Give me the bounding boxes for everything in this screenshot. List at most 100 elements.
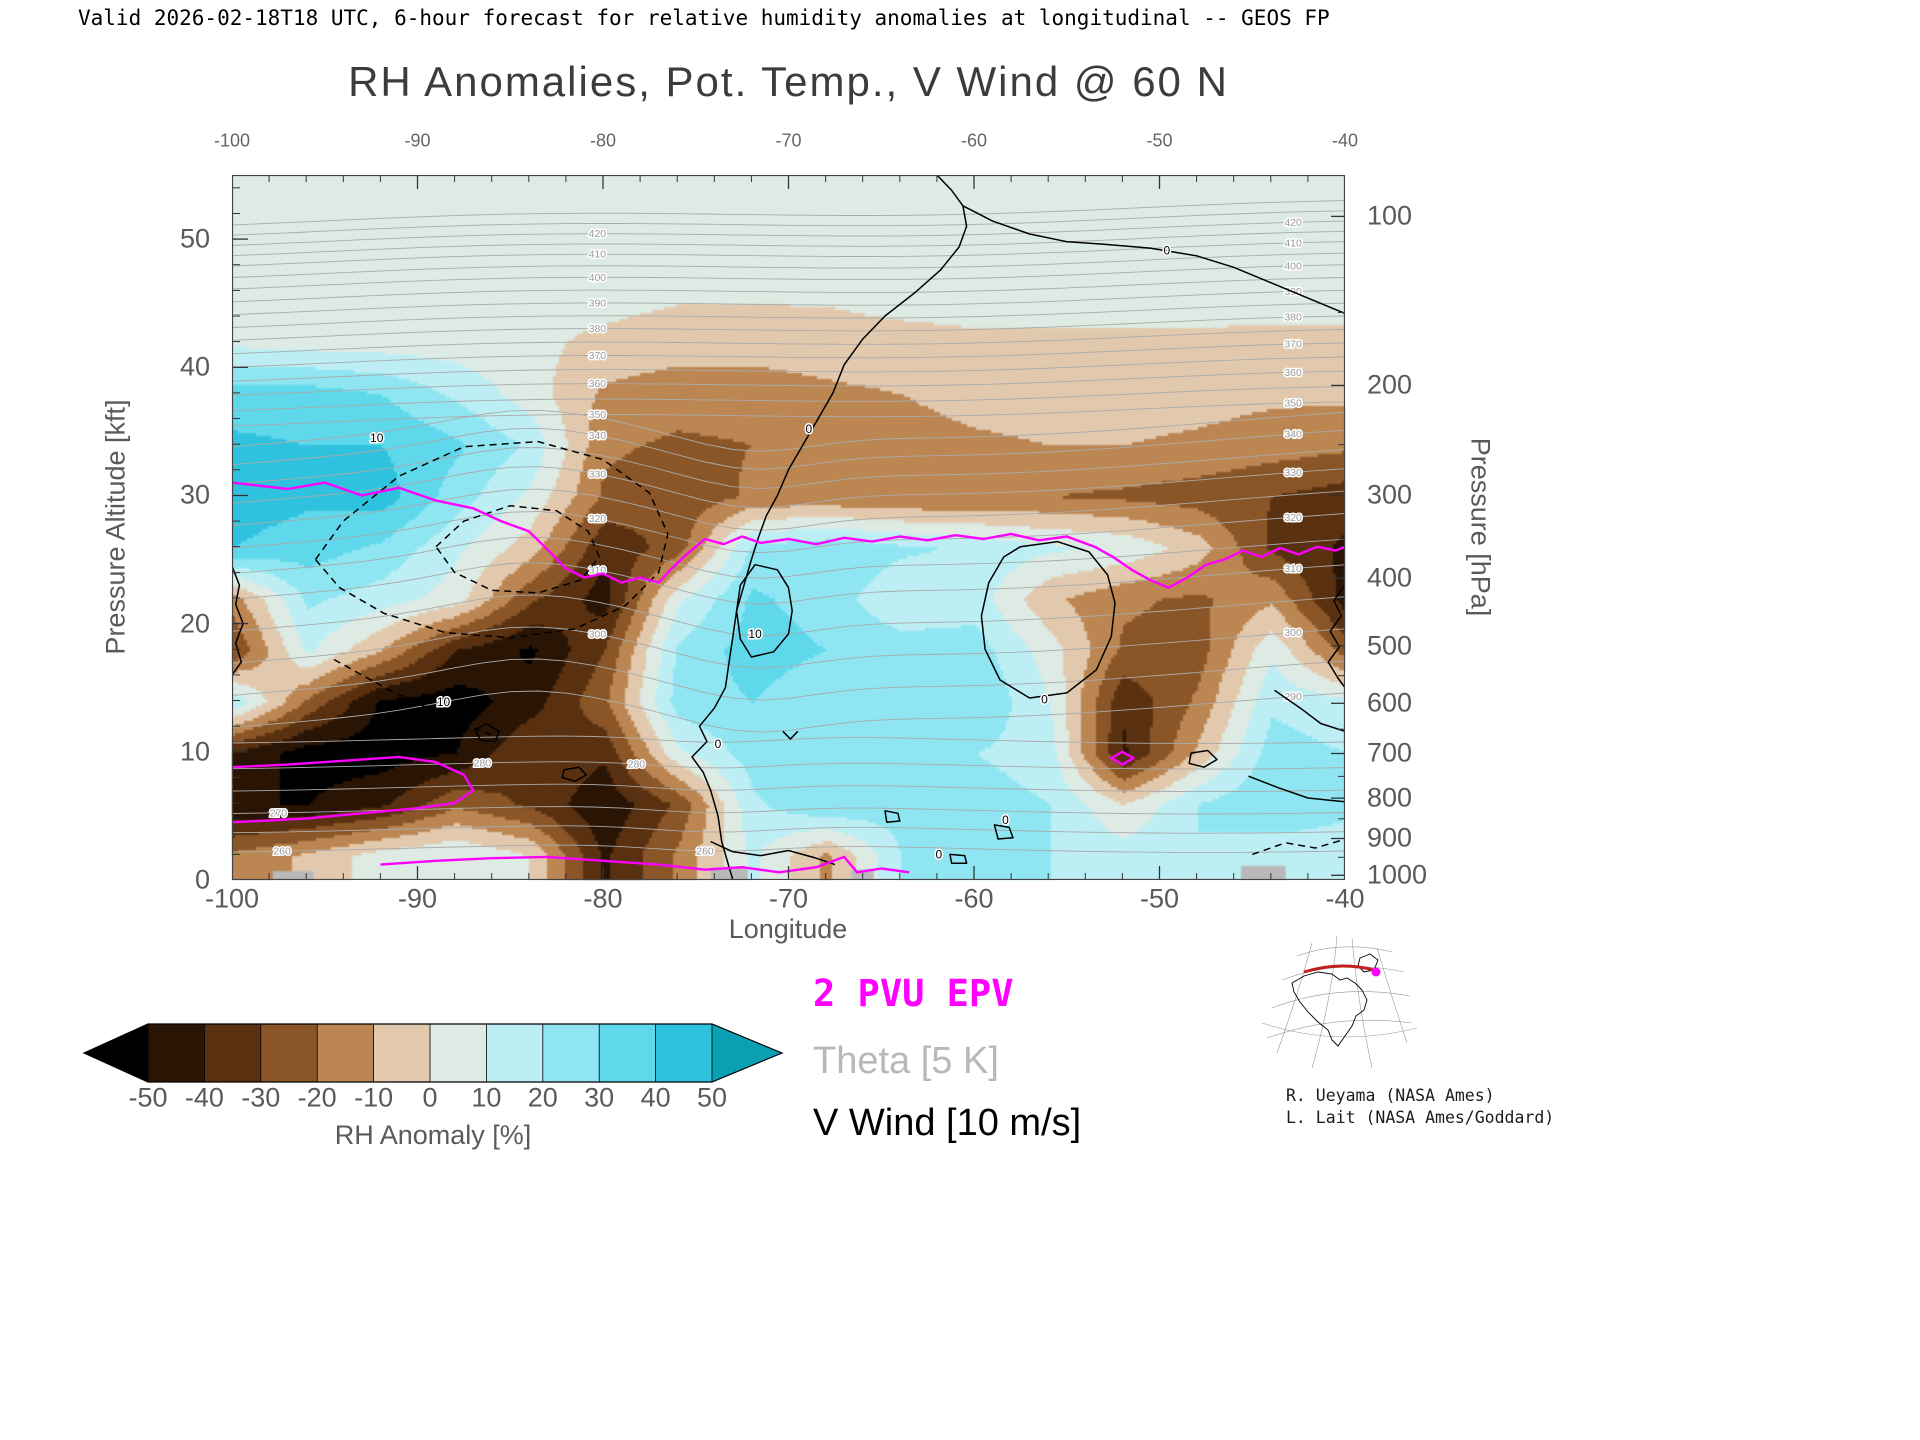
colorbar-tick-label: 10	[471, 1082, 502, 1113]
x-tick-label: -100	[204, 883, 260, 914]
x-top-tick-label: -70	[775, 130, 802, 151]
svg-text:330: 330	[589, 468, 607, 480]
colorbar	[82, 1023, 784, 1083]
graticule	[1261, 935, 1418, 1069]
svg-text:370: 370	[1284, 339, 1302, 351]
svg-text:10: 10	[437, 695, 451, 709]
colorbar-tick-label: -20	[297, 1082, 337, 1113]
colorbar-label: RH Anomaly [%]	[334, 1120, 532, 1150]
svg-text:420: 420	[1284, 217, 1302, 229]
pressure-tick-label: 500	[1367, 630, 1413, 661]
svg-text:400: 400	[1284, 260, 1302, 272]
svg-text:0: 0	[1041, 692, 1048, 706]
colorbar-tick-label: -30	[241, 1082, 281, 1113]
svg-text:300: 300	[589, 629, 607, 641]
inset-globe-map	[1261, 935, 1418, 1069]
right-axis-title: Pressure [hPa]	[1465, 437, 1496, 617]
svg-text:310: 310	[1284, 563, 1302, 575]
svg-text:0: 0	[935, 847, 942, 861]
x-tick-label: -80	[583, 883, 623, 914]
svg-text:320: 320	[589, 513, 607, 525]
contour-overlay: 300 310 320 330 340 350 360 370 380 390 400 410 420 2…	[232, 175, 1345, 880]
pressure-tick-label: 600	[1367, 687, 1413, 718]
pressure-tick-label: 300	[1367, 479, 1413, 510]
colorbar-tick-label: -50	[128, 1082, 168, 1113]
svg-text:350: 350	[1284, 398, 1302, 410]
pressure-tick-label: 100	[1367, 200, 1413, 231]
svg-text:0: 0	[715, 737, 722, 751]
x-top-tick-label: -60	[960, 130, 988, 151]
svg-text:260: 260	[273, 846, 291, 858]
x-axis-title: Longitude	[728, 914, 848, 944]
x-tick-label: -90	[397, 883, 438, 914]
pressure-tick-label: 700	[1367, 737, 1413, 768]
y-left-tick-label: 30	[179, 479, 210, 510]
svg-text:0: 0	[1002, 813, 1009, 827]
svg-text:10: 10	[748, 627, 762, 641]
colorbar-tick-label: 30	[584, 1082, 615, 1113]
svg-text:280: 280	[474, 758, 492, 770]
svg-text:380: 380	[1284, 312, 1302, 324]
credit-line-1: R. Ueyama (NASA Ames)	[1286, 1086, 1495, 1105]
svg-text:370: 370	[589, 350, 607, 362]
svg-text:390: 390	[589, 297, 607, 309]
svg-text:290: 290	[1284, 691, 1302, 703]
colorbar-tick-label: -10	[354, 1082, 394, 1113]
svg-text:340: 340	[1284, 428, 1302, 440]
colorbar-tick-label: 0	[422, 1082, 438, 1113]
legend-theta: Theta [5 K]	[813, 1040, 999, 1082]
y-left-tick-label: 10	[179, 736, 210, 767]
pressure-tick-label: 900	[1367, 822, 1413, 853]
svg-text:330: 330	[1284, 467, 1302, 479]
svg-text:420: 420	[589, 228, 607, 240]
svg-text:320: 320	[1284, 512, 1302, 524]
continent-outline	[1291, 971, 1368, 1047]
pressure-tick-label: 200	[1367, 369, 1413, 400]
x-tick-label: -40	[1325, 883, 1365, 914]
colorbar-tick-label: -40	[184, 1082, 224, 1113]
svg-text:380: 380	[589, 323, 607, 335]
pressure-tick-label: 1000	[1367, 859, 1428, 890]
legend-v-wind: V Wind [10 m/s]	[813, 1102, 1082, 1144]
svg-text:280: 280	[628, 759, 646, 771]
colorbar-tick-label: 50	[696, 1082, 728, 1113]
x-tick-label: -60	[954, 883, 994, 914]
svg-text:270: 270	[270, 807, 288, 819]
credit-line-2: L. Lait (NASA Ames/Goddard)	[1286, 1108, 1555, 1127]
colorbar-tick-label: 40	[640, 1082, 671, 1113]
svg-text:300: 300	[1284, 627, 1302, 639]
valid-header: Valid 2026-02-18T18 UTC, 6-hour forecast…	[78, 6, 1330, 30]
y-left-tick-label: 20	[179, 608, 210, 639]
x-top-tick-label: -80	[589, 130, 617, 151]
svg-text:0: 0	[1164, 244, 1171, 258]
colorbar-tick-label: 20	[527, 1082, 558, 1113]
svg-text:360: 360	[1284, 367, 1302, 379]
svg-text:360: 360	[589, 378, 607, 390]
chart-title: RH Anomalies, Pot. Temp., V Wind @ 60 N	[348, 58, 1229, 105]
y-left-tick-label: 50	[179, 223, 210, 254]
svg-text:350: 350	[589, 409, 607, 421]
svg-text:410: 410	[1284, 237, 1302, 249]
legend-pv-epv: 2 PVU EPV	[813, 972, 1014, 1015]
x-top-tick-label: -100	[213, 130, 251, 151]
x-tick-label: -70	[768, 883, 809, 914]
x-top-tick-label: -90	[404, 130, 431, 151]
cross-section-arc	[1303, 964, 1375, 974]
svg-text:260: 260	[696, 846, 714, 858]
y-left-tick-label: 40	[179, 351, 210, 382]
svg-text:410: 410	[589, 249, 607, 261]
x-top-tick-label: -40	[1331, 130, 1359, 151]
plot-area: 300 310 320 330 340 350 360 370 380 390 400 410 420 2…	[232, 175, 1345, 880]
pressure-tick-label: 400	[1367, 562, 1413, 593]
location-dot	[1371, 967, 1381, 977]
x-tick-label: -50	[1139, 883, 1180, 914]
x-top-tick-label: -50	[1146, 130, 1173, 151]
svg-text:340: 340	[589, 430, 607, 442]
pressure-tick-label: 800	[1367, 782, 1413, 813]
svg-text:0: 0	[806, 422, 813, 436]
y-left-tick-label: 0	[194, 864, 210, 895]
left-axis-title: Pressure Altitude [kft]	[100, 399, 131, 655]
svg-text:10: 10	[370, 431, 384, 445]
svg-text:400: 400	[589, 272, 607, 284]
